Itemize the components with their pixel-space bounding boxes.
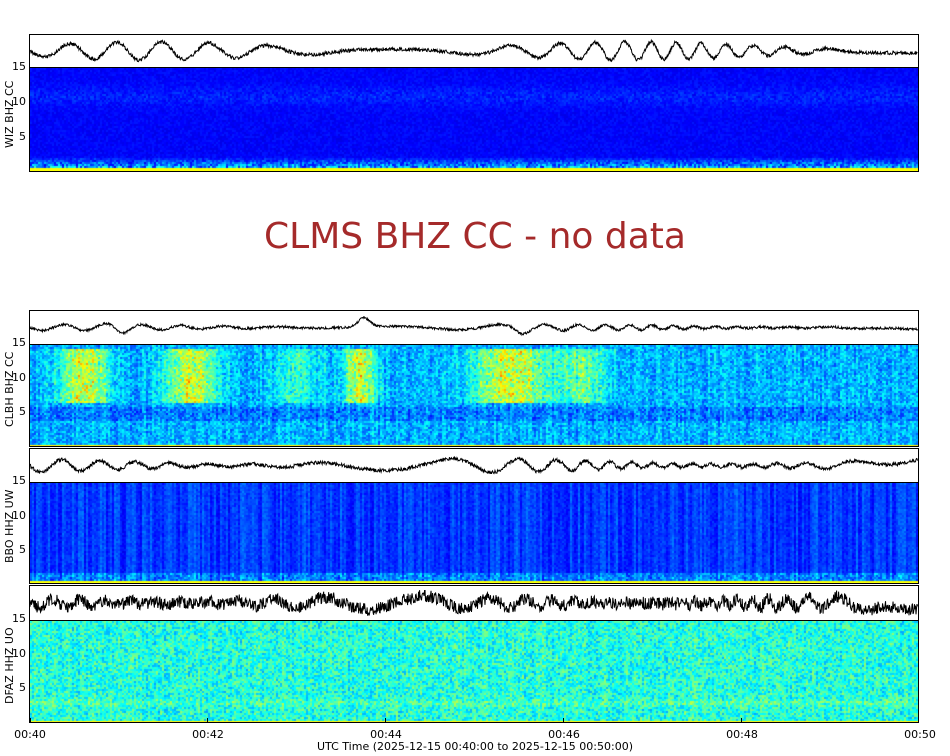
dfaz-spectrogram xyxy=(30,621,919,722)
x-tick-label: 00:42 xyxy=(192,728,224,741)
x-tick-label: 00:46 xyxy=(548,728,580,741)
x-tick-label: 00:50 xyxy=(904,728,936,741)
waveform-trace xyxy=(30,457,918,474)
dfaz-waveform xyxy=(29,585,919,621)
station-label: WIZ BHZ CC xyxy=(3,80,16,148)
x-tick-mark xyxy=(385,718,386,722)
x-tick-mark xyxy=(563,718,564,722)
y-tick: 10 xyxy=(12,509,26,522)
waveform-trace xyxy=(30,317,918,335)
x-axis-label: UTC Time (2025-12-15 00:40:00 to 2025-12… xyxy=(317,740,633,753)
y-tick: 15 xyxy=(12,60,26,73)
station-label: BBO HHZ UW xyxy=(3,489,16,563)
y-tick: 15 xyxy=(12,336,26,349)
wiz-waveform xyxy=(29,34,919,68)
waveform-trace xyxy=(30,40,918,61)
y-tick: 5 xyxy=(19,681,26,694)
x-tick-mark xyxy=(30,718,31,722)
x-tick-label: 00:48 xyxy=(726,728,758,741)
x-tick-mark xyxy=(918,718,919,722)
y-tick: 15 xyxy=(12,612,26,625)
y-tick: 10 xyxy=(12,95,26,108)
bbo-spectrogram xyxy=(30,483,919,583)
y-tick: 5 xyxy=(19,543,26,556)
y-tick: 10 xyxy=(12,371,26,384)
x-tick-mark xyxy=(741,718,742,722)
station-label: DFAZ HHZ UO xyxy=(3,627,16,704)
x-tick-mark xyxy=(207,718,208,722)
y-tick: 5 xyxy=(19,130,26,143)
y-tick: 5 xyxy=(19,405,26,418)
station-label: CLBH BHZ CC xyxy=(3,351,16,427)
x-tick-label: 00:44 xyxy=(370,728,402,741)
x-tick-label: 00:40 xyxy=(14,728,46,741)
clbh-spectrogram xyxy=(30,345,919,446)
bbo-waveform xyxy=(29,448,919,483)
wiz-spectrogram xyxy=(30,68,919,171)
y-tick: 10 xyxy=(12,647,26,660)
clbh-waveform xyxy=(29,310,919,345)
y-tick: 15 xyxy=(12,474,26,487)
waveform-trace xyxy=(30,590,918,616)
no-data-message: CLMS BHZ CC - no data xyxy=(264,216,686,257)
